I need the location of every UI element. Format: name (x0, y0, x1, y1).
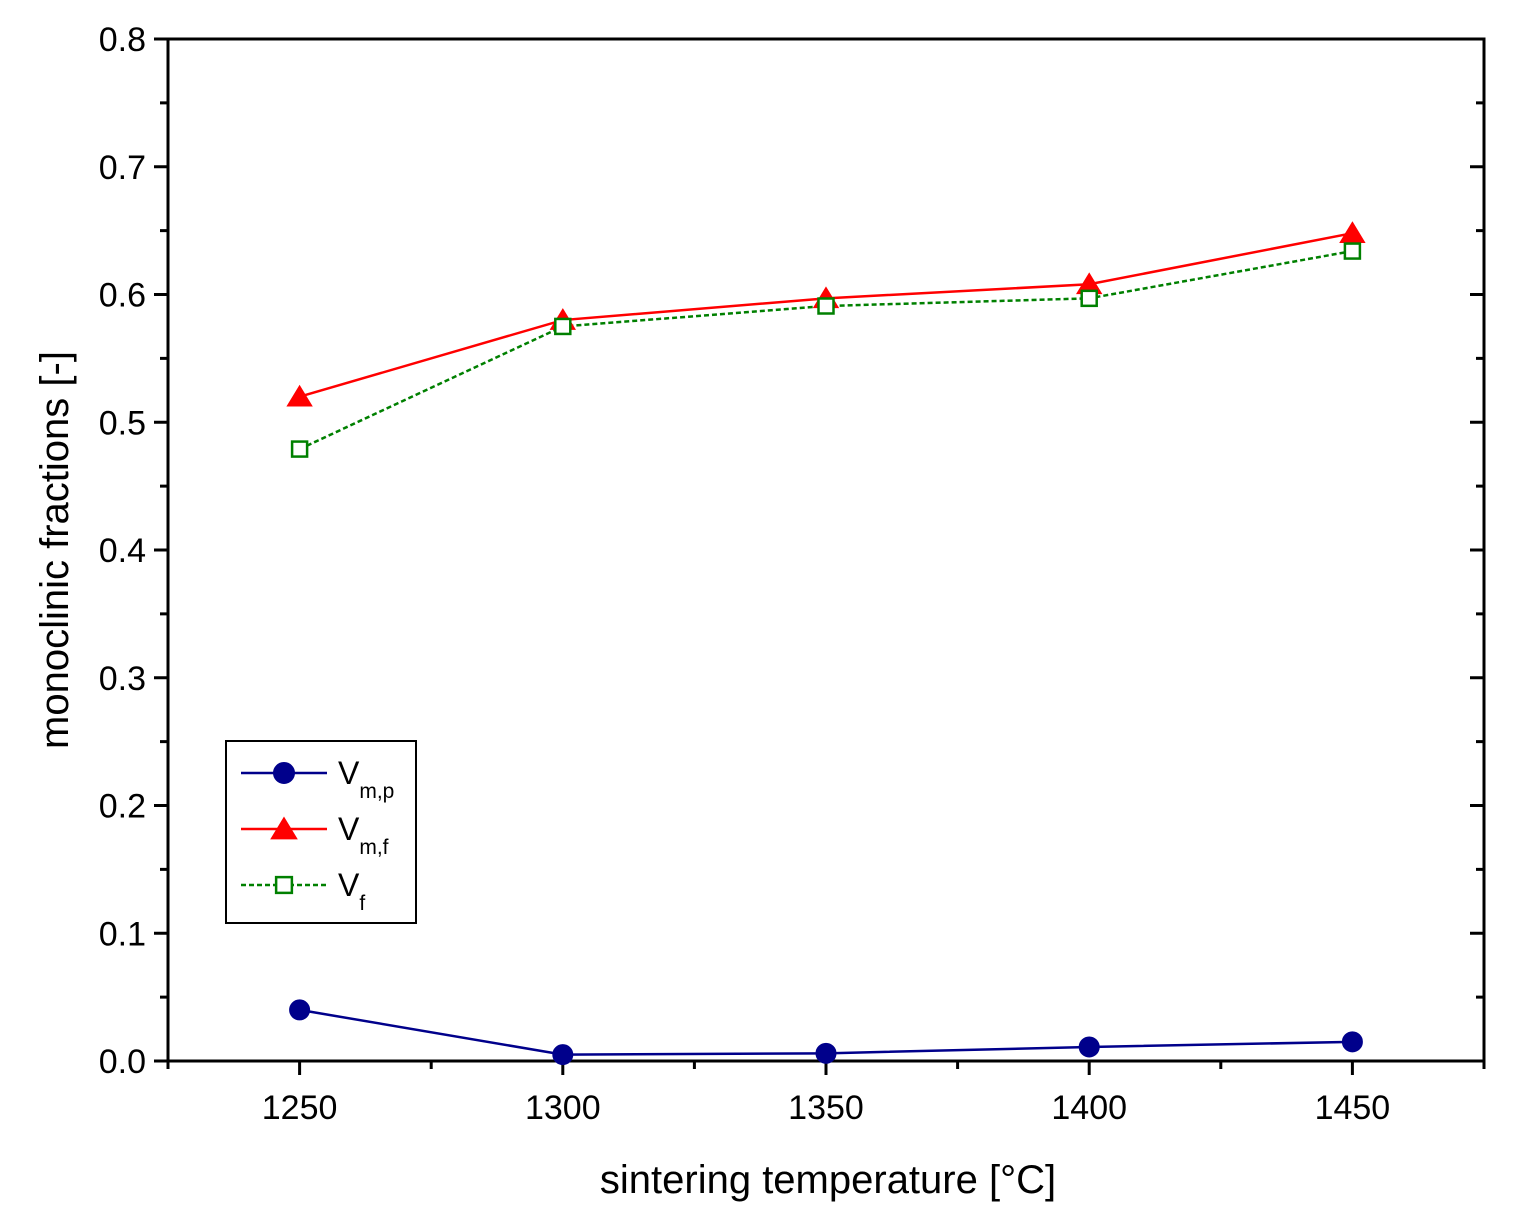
data-point-vm-p (815, 1042, 837, 1064)
data-point-v-f (817, 297, 835, 315)
y-tick-label: 0.0 (99, 1043, 146, 1081)
y-tick-label: 0.6 (99, 277, 146, 315)
data-point-vm-p (1078, 1036, 1100, 1058)
y-tick-label: 0.8 (99, 21, 146, 59)
legend-marker-vm-p (273, 762, 295, 784)
x-tick-label: 1250 (262, 1089, 338, 1127)
data-point-vm-p (552, 1044, 574, 1066)
data-point-vm-f (286, 384, 313, 407)
y-axis-ticks: 0.0 0.1 0.2 0.3 0.4 0.5 0.6 0.7 0.8 (99, 21, 1484, 1081)
x-axis-ticks: 1250 1300 1350 1400 1450 (166, 1061, 1486, 1127)
data-point-vm-p (1341, 1031, 1363, 1053)
y-tick-label: 0.4 (99, 532, 146, 570)
x-tick-label: 1450 (1315, 1089, 1391, 1127)
y-axis-title: monoclinic fractions [-] (33, 351, 77, 749)
data-point-v-f (290, 440, 309, 458)
x-axis-title: sintering temperature [°C] (600, 1158, 1056, 1202)
data-point-vm-f (1339, 221, 1366, 244)
legend-box (225, 740, 417, 924)
legend-marker-v-f (274, 875, 294, 895)
x-tick-label: 1300 (525, 1089, 601, 1127)
legend-marker-vm-f (270, 816, 298, 840)
data-point-v-f (554, 317, 572, 336)
series-lines (299, 231, 1353, 1056)
series-markers (286, 221, 1366, 1066)
series-line-vm-f (299, 231, 1353, 398)
legend-label-v-f: Vf (338, 867, 365, 915)
x-tick-label: 1350 (788, 1089, 864, 1127)
legend: Vm,p Vm,f Vf (225, 740, 417, 924)
y-tick-label: 0.7 (99, 149, 146, 187)
y-tick-label: 0.1 (99, 915, 146, 953)
data-point-vm-p (289, 999, 311, 1021)
x-tick-label: 1400 (1051, 1089, 1127, 1127)
data-point-v-f (1343, 242, 1362, 260)
y-tick-label: 0.5 (99, 404, 146, 442)
legend-label-vm-p: Vm,p (338, 755, 394, 803)
y-tick-label: 0.3 (99, 660, 146, 698)
legend-label-vm-f: Vm,f (338, 811, 389, 859)
data-point-v-f (1080, 289, 1098, 308)
y-tick-label: 0.2 (99, 788, 146, 826)
